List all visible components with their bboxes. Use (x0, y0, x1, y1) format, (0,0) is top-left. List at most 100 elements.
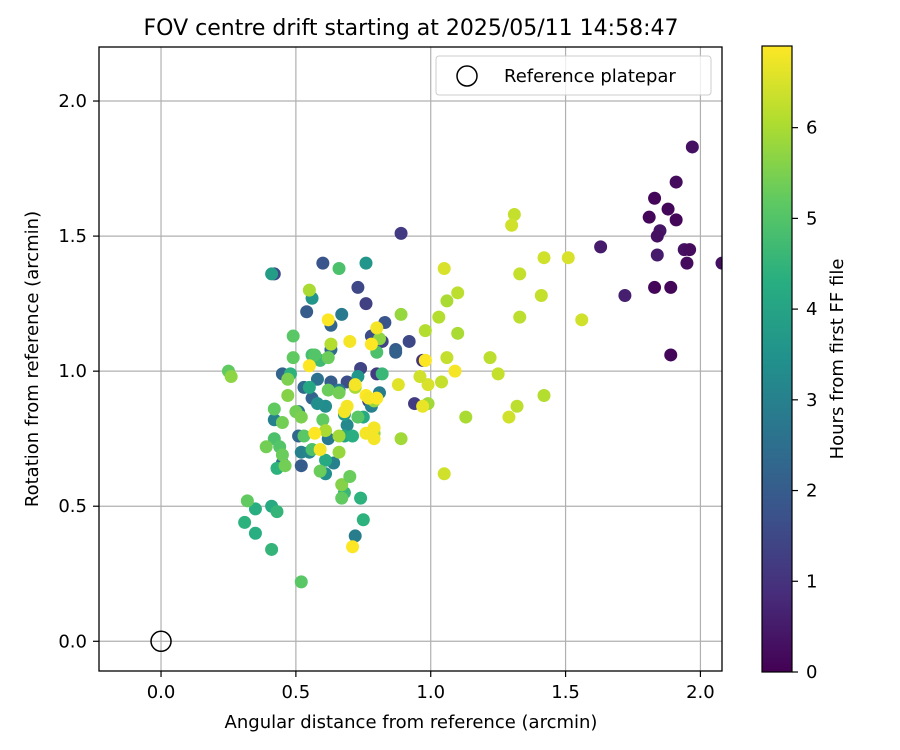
data-point (459, 410, 473, 424)
data-point (324, 337, 338, 351)
data-point (348, 529, 362, 543)
data-point (310, 372, 324, 386)
data-point (354, 491, 368, 505)
data-point (448, 364, 462, 378)
data-point (294, 459, 308, 473)
data-point (437, 262, 451, 276)
data-point (413, 370, 427, 384)
data-points (221, 140, 722, 589)
colorbar-tick-label: 4 (806, 299, 817, 320)
x-tick-label: 0.0 (147, 682, 176, 703)
data-point (321, 313, 335, 327)
y-tick-label: 0.5 (58, 496, 87, 517)
legend: Reference platepar (435, 55, 712, 96)
data-point (440, 294, 454, 308)
data-point (351, 410, 365, 424)
data-point (346, 540, 360, 554)
data-point (370, 321, 384, 335)
data-point (669, 175, 683, 189)
data-point (265, 267, 279, 281)
data-point (321, 383, 335, 397)
data-point (321, 351, 335, 365)
data-point (451, 326, 465, 340)
y-tick-label: 1.5 (58, 226, 87, 247)
data-point (286, 351, 300, 365)
data-point (664, 348, 678, 362)
x-axis-label: Angular distance from reference (arcmin) (225, 712, 598, 733)
data-point (367, 432, 381, 446)
data-point (308, 348, 322, 362)
data-point (302, 359, 316, 373)
data-point (421, 378, 435, 392)
data-point (685, 140, 699, 154)
colorbar-tick-label: 1 (806, 571, 817, 592)
data-point (513, 267, 527, 281)
data-point (370, 391, 384, 405)
data-point (238, 515, 252, 529)
data-point (505, 218, 519, 232)
data-point (294, 575, 308, 589)
data-point (278, 459, 292, 473)
axis-ticks: 0.0 0.5 1.0 1.5 2.0 0.0 0.5 1.0 1.5 2.0 (58, 91, 714, 703)
colorbar-tick-label: 3 (806, 390, 817, 411)
data-point (316, 256, 330, 270)
data-point (319, 424, 333, 438)
x-tick-label: 1.0 (416, 682, 445, 703)
data-point (402, 334, 416, 348)
data-point (537, 251, 551, 265)
data-point (642, 210, 656, 224)
colorbar-tick-label: 2 (806, 481, 817, 502)
legend-label: Reference platepar (504, 66, 676, 87)
y-tick-label: 2.0 (58, 91, 87, 112)
data-point (297, 429, 311, 443)
data-point (275, 415, 289, 429)
data-point (510, 399, 524, 413)
data-point (680, 256, 694, 270)
data-point (507, 207, 521, 221)
data-point (281, 388, 295, 402)
data-point (281, 372, 295, 386)
colorbar-ticks: 0 1 2 3 4 5 6 (792, 118, 817, 683)
data-point (346, 429, 360, 443)
data-point (650, 248, 664, 262)
data-point (300, 305, 314, 319)
data-point (259, 440, 273, 454)
data-point (416, 399, 430, 413)
y-tick-label: 1.0 (58, 361, 87, 382)
data-point (648, 280, 662, 294)
data-point (275, 448, 289, 462)
data-point (294, 410, 308, 424)
data-point (343, 334, 357, 348)
data-point (319, 453, 333, 467)
x-tick-label: 2.0 (686, 682, 715, 703)
data-point (451, 286, 465, 300)
data-point (248, 502, 262, 516)
data-point (308, 426, 322, 440)
data-point (332, 386, 346, 400)
data-point (343, 470, 357, 484)
data-point (270, 505, 284, 519)
legend-box (435, 55, 712, 96)
x-tick-label: 0.5 (282, 682, 311, 703)
colorbar-gradient (761, 45, 793, 673)
data-point (340, 418, 354, 432)
data-point (483, 351, 497, 365)
data-point (316, 413, 330, 427)
data-point (502, 410, 516, 424)
data-point (240, 494, 254, 508)
reference-marker (150, 630, 172, 653)
data-point (389, 345, 403, 359)
colorbar-tick-label: 0 (806, 662, 817, 683)
x-tick-label: 1.5 (551, 682, 580, 703)
data-point (435, 375, 449, 389)
data-point (267, 402, 281, 416)
data-point (364, 337, 378, 351)
colorbar-tick-label: 6 (806, 118, 817, 139)
data-point (248, 526, 262, 540)
y-axis-label: Rotation from reference (arcmin) (22, 211, 43, 507)
data-point (310, 397, 324, 411)
data-point (348, 378, 362, 392)
data-point (534, 289, 548, 303)
chart-title: FOV centre drift starting at 2025/05/11 … (144, 16, 679, 41)
data-point (661, 202, 675, 216)
